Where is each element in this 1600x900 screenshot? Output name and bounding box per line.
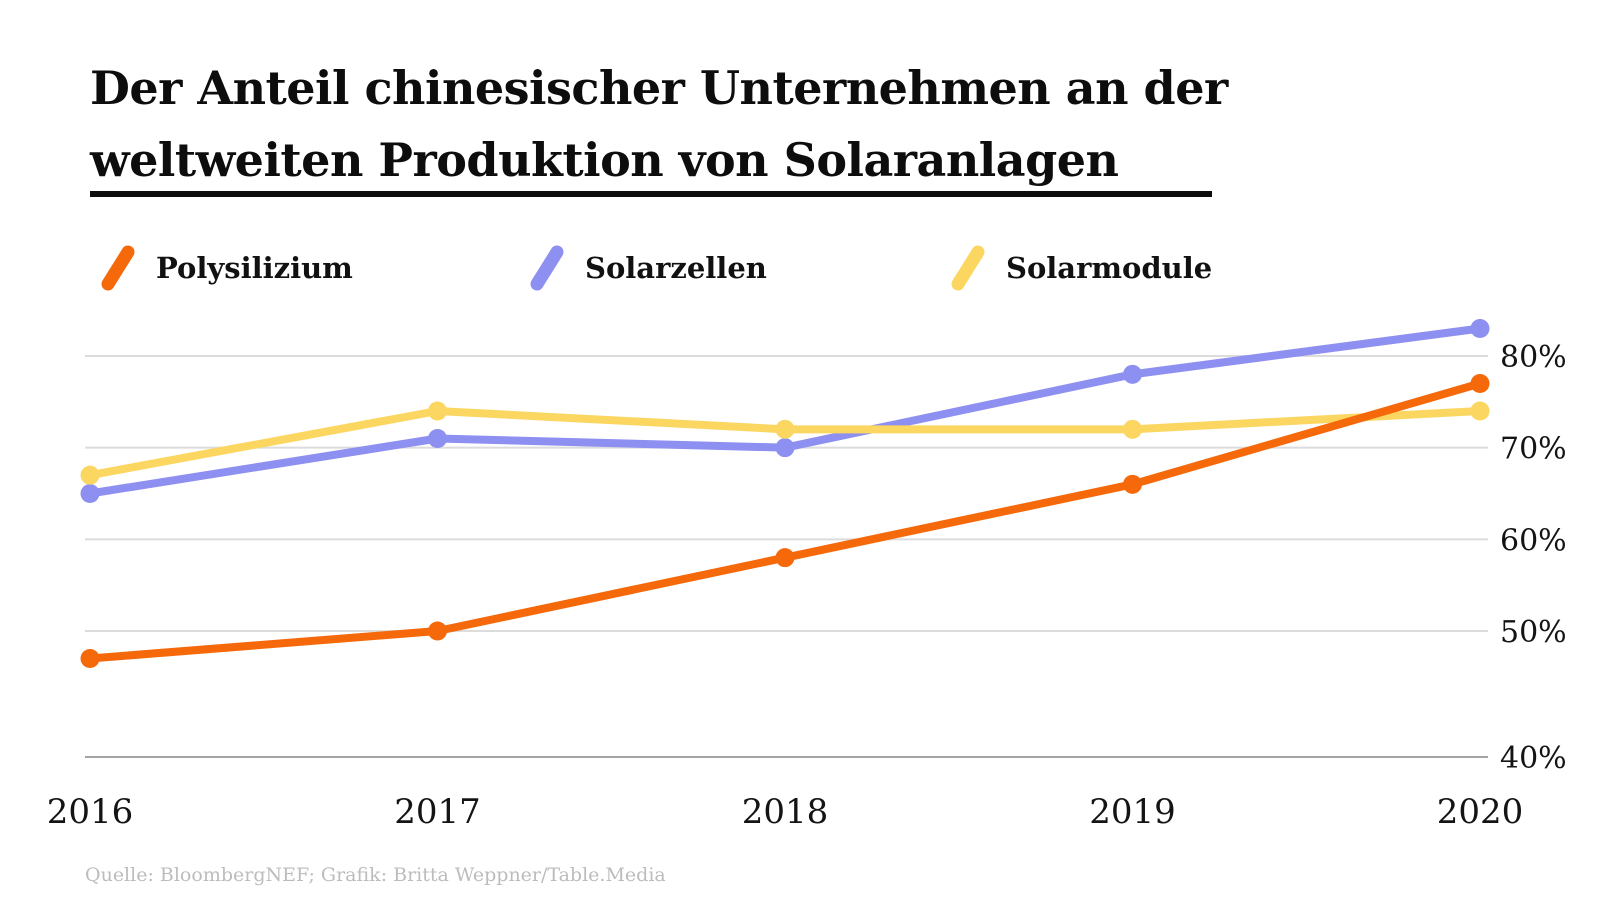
y-tick-label-50: 50% <box>1500 615 1567 650</box>
legend-item-polysilizium: Polysilizium <box>100 243 353 293</box>
polysilizium-point-2018 <box>775 548 795 568</box>
solarzellen-point-2016 <box>80 484 100 504</box>
solarmodule-point-2017 <box>428 401 447 421</box>
solarmodule-line-icon <box>951 245 985 291</box>
legend-label-solarmodule: Solarmodule <box>1006 251 1213 285</box>
solarzellen-line <box>86 324 1484 498</box>
legend-label-solarzellen: Solarzellen <box>585 251 767 285</box>
polysilizium-point-2017 <box>428 621 447 641</box>
y-tick-label-40: 40% <box>1500 741 1567 776</box>
page-title-line2: weltweiten Produktion von Solaranlagen <box>90 133 1119 187</box>
title-underline <box>90 191 1212 197</box>
x-tick-label-2020: 2020 <box>1437 792 1524 832</box>
y-tick-label-70: 70% <box>1500 432 1567 467</box>
solarzellen-point-2020 <box>1470 318 1490 338</box>
solarmodule-point-2016 <box>80 465 100 485</box>
solarzellen-point-2019 <box>1123 364 1142 384</box>
polysilizium-point-2016 <box>80 649 100 669</box>
y-tick-label-80: 80% <box>1500 340 1567 375</box>
source-credit: Quelle: BloombergNEF; Grafik: Britta Wep… <box>85 864 666 886</box>
page-title-line1: Der Anteil chinesischer Unternehmen an d… <box>90 61 1228 115</box>
x-tick-label-2016: 2016 <box>47 792 134 832</box>
page-title: Der Anteil chinesischer Unternehmen an d… <box>90 52 1228 196</box>
solarmodule-point-2020 <box>1470 401 1490 421</box>
solarzellen-line-icon <box>530 245 564 291</box>
polysilizium-line-icon <box>101 245 135 291</box>
y-tick-label-60: 60% <box>1500 523 1567 558</box>
x-tick-label-2018: 2018 <box>742 792 829 832</box>
x-tick-label-2017: 2017 <box>394 792 481 832</box>
legend-label-polysilizium: Polysilizium <box>156 251 353 285</box>
polysilizium-point-2019 <box>1123 474 1142 494</box>
legend-item-solarzellen: Solarzellen <box>529 243 767 293</box>
solarmodule-point-2019 <box>1123 419 1142 439</box>
polysilizium-point-2020 <box>1470 374 1490 394</box>
solarzellen-point-2018 <box>775 438 795 458</box>
x-tick-label-2019: 2019 <box>1089 792 1176 832</box>
legend-item-solarmodule: Solarmodule <box>950 243 1212 293</box>
solarmodule-point-2018 <box>775 419 795 439</box>
solarzellen-point-2017 <box>428 429 447 449</box>
